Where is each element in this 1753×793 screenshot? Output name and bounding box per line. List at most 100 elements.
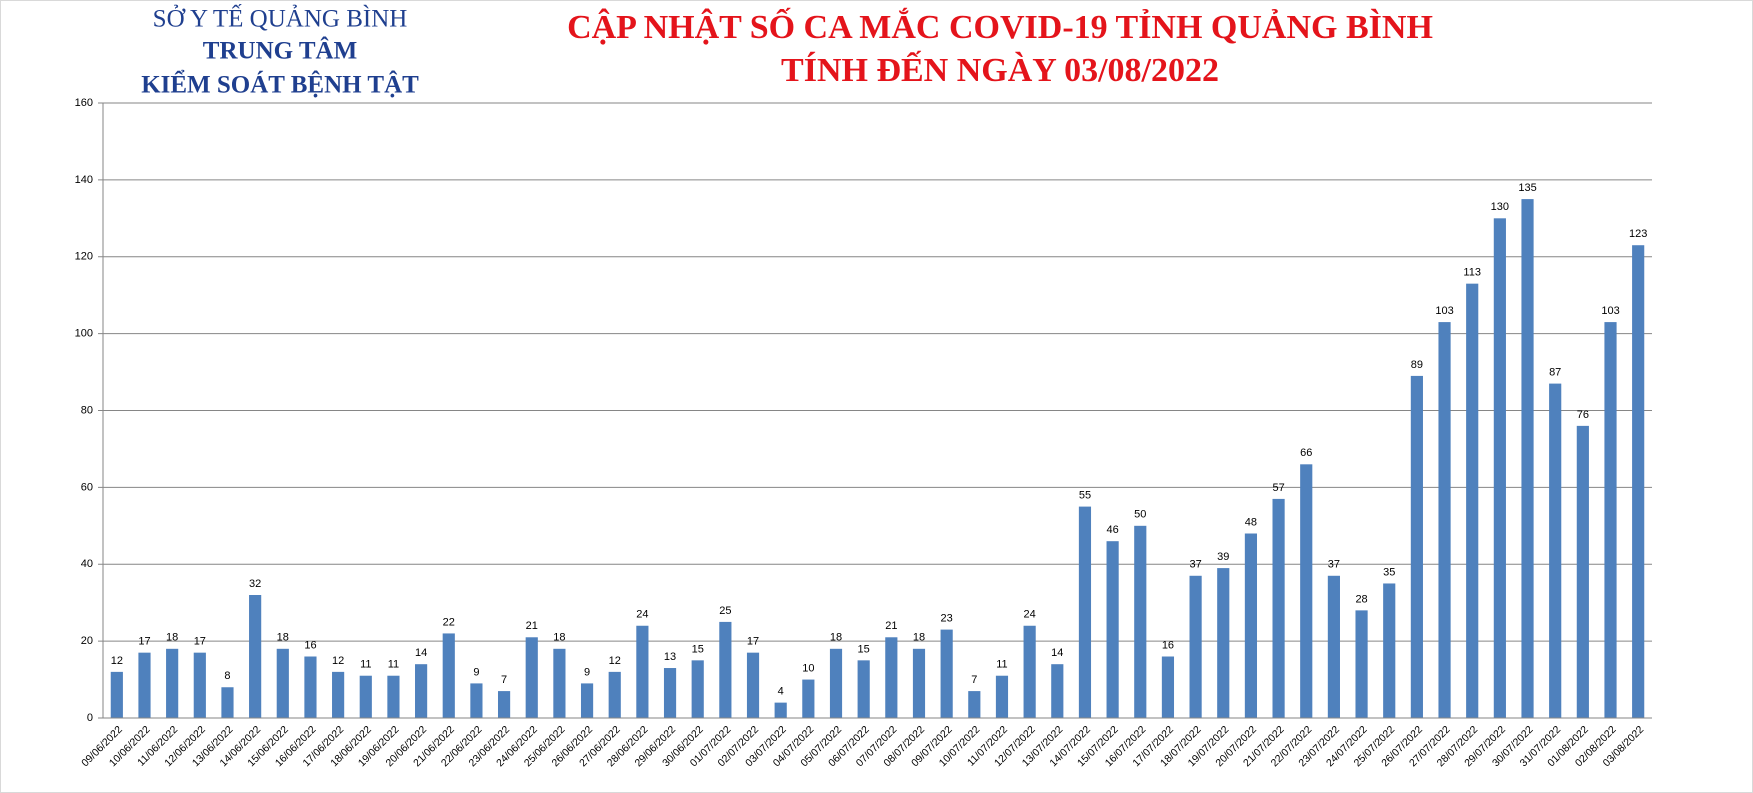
header-line: KIỂM SOÁT BỆNH TẬT — [141, 70, 419, 99]
value-label: 14 — [1051, 647, 1063, 659]
value-label: 55 — [1079, 490, 1091, 502]
bar — [1383, 583, 1396, 718]
value-label: 37 — [1328, 559, 1340, 571]
value-label: 15 — [858, 643, 870, 655]
bar — [193, 652, 206, 718]
bar — [1466, 283, 1479, 718]
value-label: 23 — [941, 613, 953, 625]
bar — [110, 671, 123, 718]
bar — [940, 629, 953, 718]
bar — [1632, 245, 1645, 718]
bar — [138, 652, 151, 718]
value-label: 16 — [1162, 639, 1174, 651]
value-label: 37 — [1189, 559, 1201, 571]
bar — [968, 691, 981, 718]
bar — [1051, 664, 1064, 718]
bar — [774, 702, 787, 718]
bar — [1134, 525, 1147, 718]
value-label: 13 — [664, 651, 676, 663]
bar — [1521, 199, 1534, 718]
value-label: 24 — [1024, 609, 1036, 621]
value-label: 11 — [360, 659, 371, 671]
value-label: 76 — [1577, 409, 1589, 421]
value-label: 135 — [1518, 182, 1536, 194]
bar — [1189, 575, 1202, 718]
value-label: 9 — [584, 666, 590, 678]
value-label: 16 — [304, 639, 316, 651]
value-label: 39 — [1217, 551, 1229, 563]
value-label: 11 — [388, 659, 399, 671]
bar — [1576, 425, 1589, 718]
bar — [995, 675, 1009, 718]
value-label: 21 — [885, 620, 897, 632]
bar — [663, 668, 677, 718]
bar — [885, 637, 898, 718]
value-label: 7 — [971, 674, 977, 686]
bar — [1106, 541, 1119, 718]
bar — [912, 648, 926, 718]
y-tick-label: 20 — [81, 635, 93, 647]
bar — [1078, 506, 1092, 718]
value-label: 18 — [830, 632, 842, 644]
chart-title: CẬP NHẬT SỐ CA MẮC COVID-19 TỈNH QUẢNG B… — [567, 7, 1433, 46]
value-label: 25 — [719, 605, 731, 617]
value-label: 22 — [443, 616, 455, 628]
value-label: 89 — [1411, 359, 1423, 371]
bar — [580, 683, 594, 718]
bar — [359, 675, 372, 718]
value-label: 17 — [194, 636, 206, 648]
bar — [304, 656, 317, 718]
bar — [1272, 498, 1285, 718]
value-label: 50 — [1134, 509, 1146, 521]
bar — [1549, 383, 1562, 718]
bar — [691, 660, 704, 718]
value-label: 4 — [778, 686, 784, 698]
value-label: 18 — [166, 632, 178, 644]
value-label: 12 — [609, 655, 621, 667]
value-label: 15 — [692, 643, 704, 655]
bar — [1493, 218, 1506, 718]
value-label: 28 — [1355, 593, 1367, 605]
value-label: 18 — [553, 632, 565, 644]
bar — [1244, 533, 1258, 718]
bar — [553, 648, 566, 718]
value-label: 57 — [1272, 482, 1284, 494]
bar — [608, 671, 621, 718]
y-tick-label: 40 — [81, 558, 93, 570]
bar — [166, 648, 179, 718]
value-label: 8 — [224, 670, 230, 682]
value-label: 14 — [415, 647, 427, 659]
y-tick-label: 80 — [81, 404, 93, 416]
bar — [1355, 610, 1368, 718]
y-tick-label: 0 — [87, 712, 93, 724]
bar — [1327, 575, 1340, 718]
chart-subtitle: TÍNH ĐẾN NGÀY 03/08/2022 — [781, 50, 1219, 89]
bar — [746, 652, 760, 718]
y-tick-label: 120 — [75, 251, 93, 263]
y-tick-label: 100 — [75, 328, 93, 340]
y-tick-label: 140 — [75, 174, 93, 186]
value-label: 21 — [526, 620, 538, 632]
bar — [221, 687, 234, 718]
bar — [442, 633, 455, 718]
value-label: 18 — [913, 632, 925, 644]
bar — [387, 675, 400, 718]
value-label: 12 — [332, 655, 344, 667]
bar — [1161, 656, 1175, 718]
bar — [497, 691, 511, 718]
value-label: 9 — [473, 666, 479, 678]
value-label: 32 — [249, 578, 261, 590]
bar — [1023, 625, 1036, 718]
value-label: 123 — [1629, 228, 1647, 240]
value-label: 66 — [1300, 447, 1312, 459]
header-line: SỞ Y TẾ QUẢNG BÌNH — [153, 4, 408, 33]
bar — [332, 671, 345, 718]
value-label: 46 — [1106, 524, 1118, 536]
value-label: 48 — [1245, 516, 1257, 528]
value-label: 12 — [111, 655, 123, 667]
bar — [636, 625, 649, 718]
value-label: 103 — [1601, 305, 1619, 317]
